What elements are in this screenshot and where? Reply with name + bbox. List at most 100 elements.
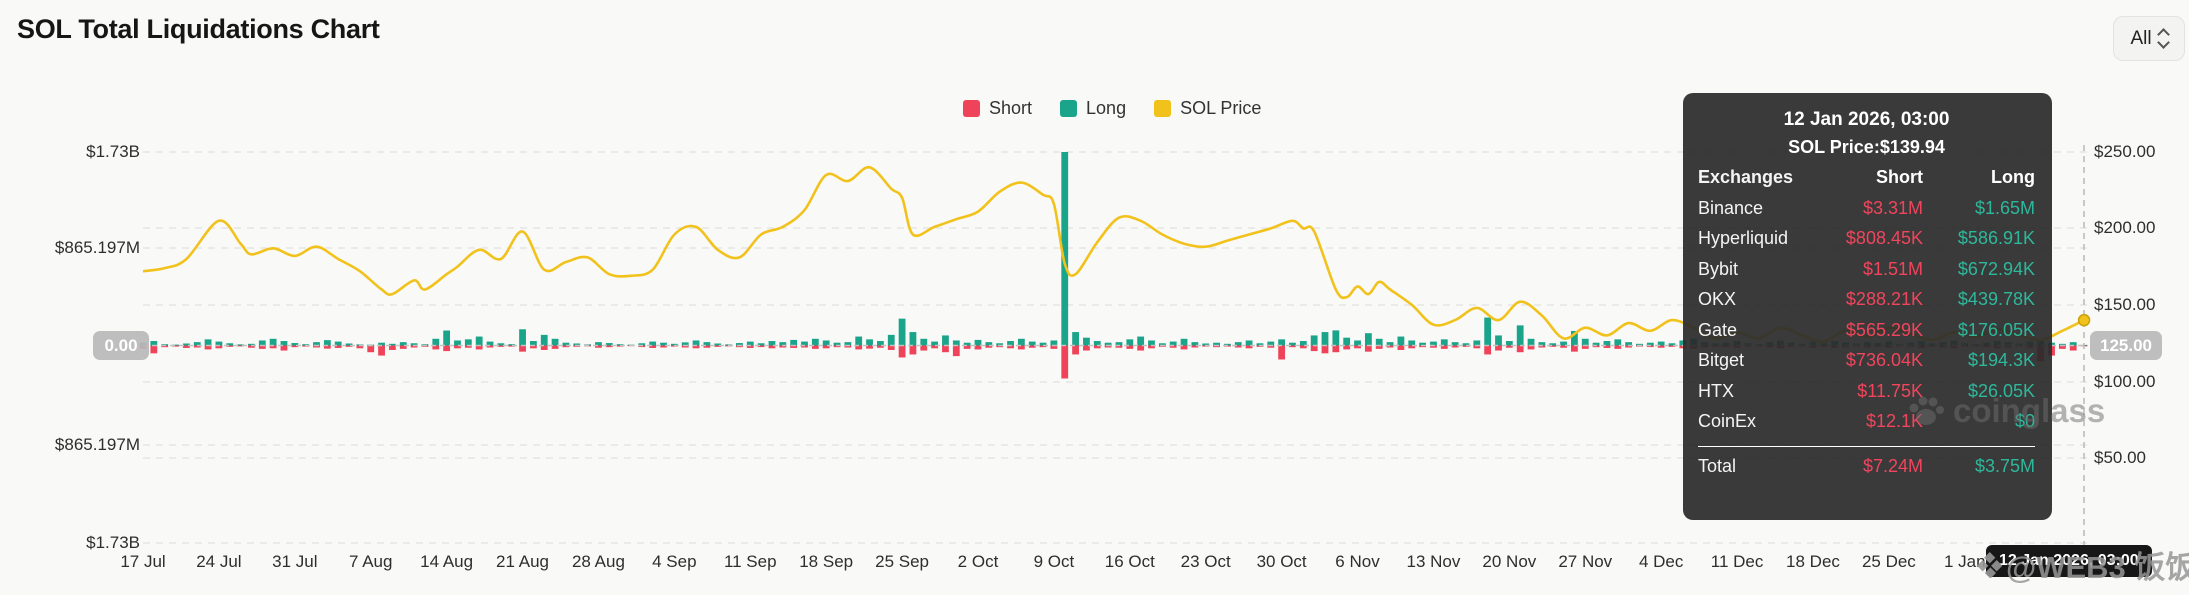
long-bar — [670, 343, 678, 346]
short-bar — [508, 345, 516, 347]
long-bar — [1093, 341, 1101, 346]
short-bar — [1571, 345, 1578, 352]
short-bar — [1126, 345, 1134, 349]
long-bar — [649, 341, 657, 346]
short-bar — [595, 345, 602, 348]
short-bar — [887, 345, 895, 350]
short-bar — [172, 345, 179, 347]
chart-legend: Short Long SOL Price — [963, 98, 1261, 119]
short-bar — [193, 345, 201, 348]
short-bar — [1527, 345, 1535, 350]
short-bar — [551, 345, 559, 349]
long-bar — [822, 340, 830, 346]
short-bar — [1462, 345, 1470, 347]
long-bar — [1364, 333, 1372, 346]
long-bar — [942, 335, 949, 346]
long-bar — [1148, 340, 1155, 346]
short-bar — [801, 345, 808, 348]
short-bar — [1549, 345, 1557, 347]
long-bar — [1256, 343, 1264, 346]
short-bar — [1657, 345, 1665, 348]
short-bar — [985, 345, 993, 348]
short-bar — [1213, 345, 1220, 348]
x-axis-tick: 31 Jul — [272, 552, 318, 571]
legend-swatch-icon — [963, 100, 980, 117]
long-bar — [1321, 332, 1329, 346]
x-axis-tick: 25 Sep — [875, 552, 930, 571]
long-bar — [540, 334, 548, 346]
short-bar — [1093, 345, 1101, 349]
short-bar — [1679, 345, 1687, 349]
short-bar — [638, 345, 646, 348]
tooltip-exchange-name: Binance — [1698, 197, 1764, 218]
long-bar — [389, 343, 396, 346]
short-bar — [1386, 345, 1394, 348]
short-bar — [996, 345, 1004, 348]
x-axis-tick: 13 Nov — [1406, 552, 1461, 571]
tooltip-short-value: $1.51M — [1862, 258, 1923, 279]
short-bar — [746, 345, 754, 348]
x-axis-tick: 2 Oct — [957, 552, 999, 571]
tooltip-total-short: $7.24M — [1862, 455, 1923, 476]
short-bar — [1430, 345, 1437, 348]
long-bar — [1224, 343, 1231, 346]
long-bar — [1408, 340, 1416, 346]
x-axis-tick: 27 Nov — [1558, 552, 1613, 571]
long-bar — [1115, 342, 1123, 346]
legend-item-short[interactable]: Short — [963, 98, 1032, 119]
short-bar — [1484, 345, 1492, 355]
short-bar — [367, 345, 375, 353]
long-bar — [291, 343, 299, 346]
short-bar — [464, 345, 472, 348]
left-axis-tick: $1.73B — [86, 533, 140, 552]
time-range-select[interactable]: All — [2113, 16, 2185, 61]
long-bar — [551, 338, 559, 346]
tooltip-long-value: $194.3K — [1967, 350, 2035, 370]
long-bar — [996, 343, 1004, 346]
short-bar — [1354, 345, 1361, 349]
long-bar — [1516, 325, 1524, 346]
short-bar — [182, 345, 190, 348]
x-axis-tick: 20 Nov — [1482, 552, 1537, 571]
tooltip-total-long: $3.75M — [1974, 455, 2035, 476]
legend-item-long[interactable]: Long — [1060, 98, 1126, 119]
right-axis-tick: $250.00 — [2094, 142, 2156, 161]
long-bar — [1397, 336, 1405, 346]
page-title: SOL Total Liquidations Chart — [17, 14, 380, 44]
short-bar — [876, 345, 884, 348]
short-bar — [432, 345, 440, 350]
short-bar — [1516, 345, 1524, 353]
short-bar — [1419, 345, 1426, 348]
short-bar — [1245, 345, 1253, 349]
legend-swatch-icon — [1154, 100, 1172, 117]
tooltip-col-long: Long — [1991, 167, 2035, 187]
legend-item-sol-price[interactable]: SOL Price — [1154, 98, 1261, 119]
short-bar — [768, 345, 776, 349]
right-axis-tick: $150.00 — [2094, 295, 2156, 314]
short-bar — [703, 345, 711, 348]
short-bar — [1538, 345, 1546, 348]
short-bar — [1332, 345, 1340, 353]
long-bar — [1050, 340, 1058, 346]
tooltip-total-row: Total $7.24M $3.75M — [1698, 451, 2035, 482]
long-bar — [562, 342, 570, 346]
short-bar — [1115, 345, 1123, 348]
short-bar — [454, 345, 461, 349]
short-bar — [790, 345, 798, 348]
short-bar — [757, 345, 765, 348]
long-bar — [746, 341, 754, 346]
short-bar — [1560, 345, 1567, 348]
left-axis-tick: $1.73B — [86, 142, 140, 161]
long-bar — [1104, 342, 1112, 346]
long-bar — [1126, 339, 1134, 346]
long-bar — [1213, 342, 1220, 346]
tooltip-long-value: $672.94K — [1957, 258, 2035, 279]
short-bar — [1007, 345, 1014, 349]
long-bar — [1169, 341, 1177, 346]
short-bar — [562, 345, 570, 348]
long-bar — [1202, 343, 1210, 346]
tooltip-exchange-name: CoinEx — [1698, 411, 1757, 431]
long-bar — [454, 340, 461, 346]
short-bar — [443, 345, 451, 352]
